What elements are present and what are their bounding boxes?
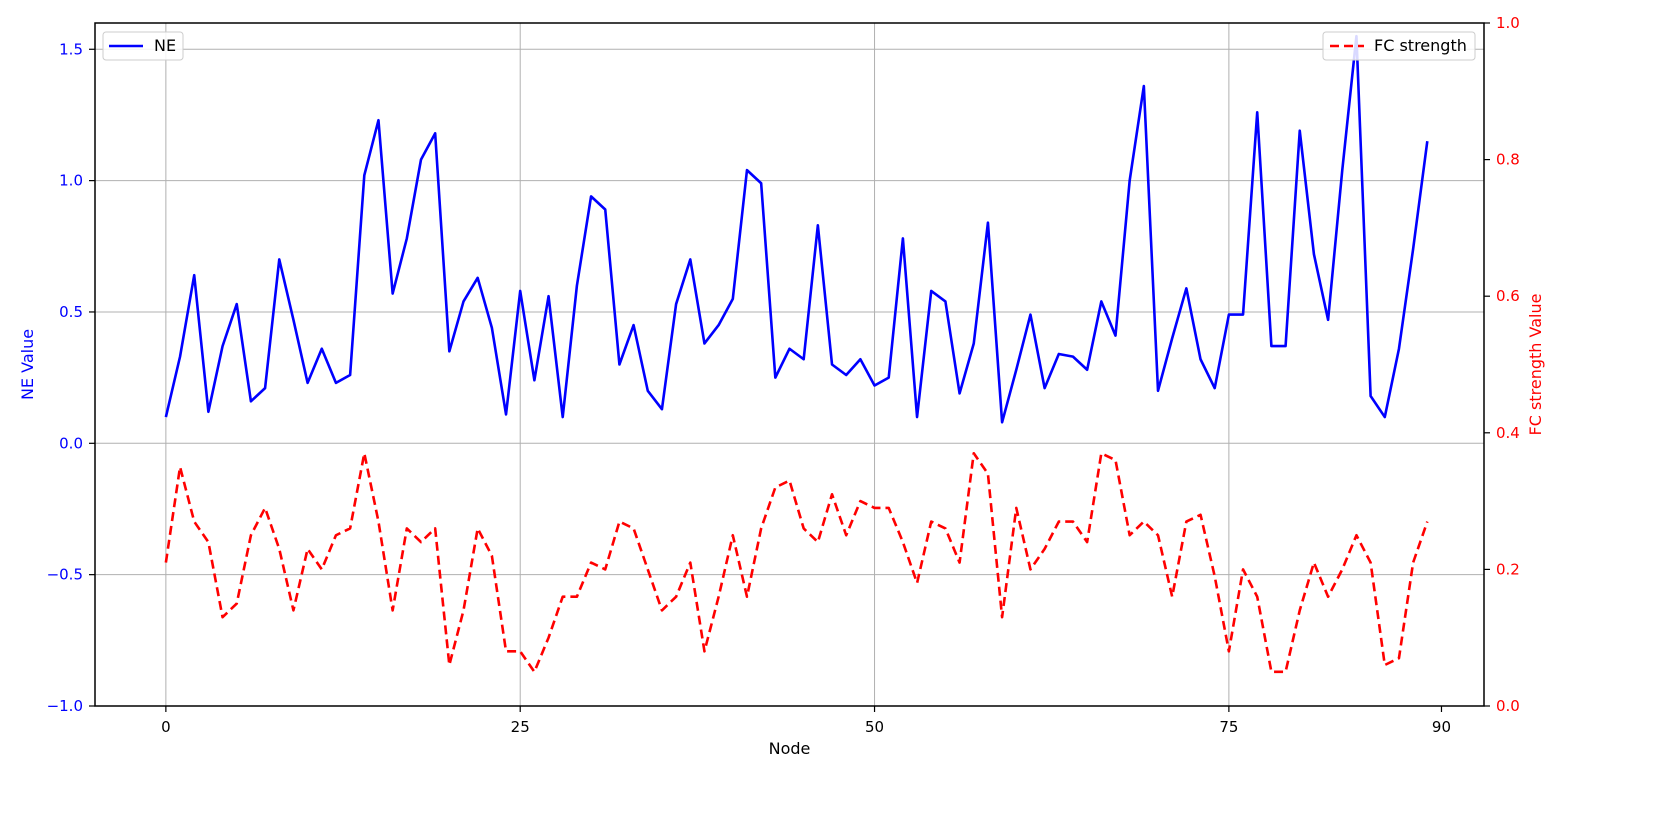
x-tick-label: 50 — [865, 718, 884, 736]
y-left-tick-label: 0.0 — [59, 434, 83, 452]
y-right-tick-label: 0.2 — [1496, 560, 1520, 578]
plot-frame — [94, 22, 1485, 707]
y-left-axis-ticks: −1.0 −0.5 0.0 0.5 1.0 1.5 — [47, 40, 95, 715]
x-tick-label: 25 — [511, 718, 530, 736]
y-right-tick-label: 0.8 — [1496, 151, 1520, 169]
y-right-axis-label: FC strength Value — [1526, 294, 1545, 436]
series-line-ne — [164, 34, 1429, 424]
x-axis-ticks: 0 25 50 75 90 — [161, 706, 1451, 736]
x-tick-label: 90 — [1432, 718, 1451, 736]
series-layer — [164, 34, 1429, 674]
x-axis-label: Node — [769, 739, 811, 758]
legend-fc-strength: FC strength — [1322, 31, 1476, 61]
y-right-tick-label: 0.6 — [1496, 287, 1520, 305]
y-right-tick-label: 0.4 — [1496, 424, 1520, 442]
y-left-tick-label: −1.0 — [47, 697, 83, 715]
y-right-tick-label: 1.0 — [1496, 14, 1520, 32]
x-tick-label: 75 — [1219, 718, 1238, 736]
y-left-tick-label: −0.5 — [47, 566, 83, 584]
y-left-axis-label: NE Value — [18, 329, 37, 400]
x-tick-label: 0 — [161, 718, 171, 736]
legend-fc-strength-label: FC strength — [1374, 36, 1467, 55]
y-left-tick-label: 1.5 — [59, 40, 83, 58]
legend-ne-label: NE — [154, 36, 176, 55]
series-line-fc-strength — [164, 451, 1429, 674]
y-right-tick-label: 0.0 — [1496, 697, 1520, 715]
legend-fc-strength-box — [1322, 31, 1476, 61]
legend-ne: NE — [102, 31, 184, 61]
y-right-axis-ticks: 0.0 0.2 0.4 0.6 0.8 1.0 — [1484, 14, 1520, 715]
y-left-tick-label: 1.0 — [59, 172, 83, 190]
y-left-tick-label: 0.5 — [59, 303, 83, 321]
